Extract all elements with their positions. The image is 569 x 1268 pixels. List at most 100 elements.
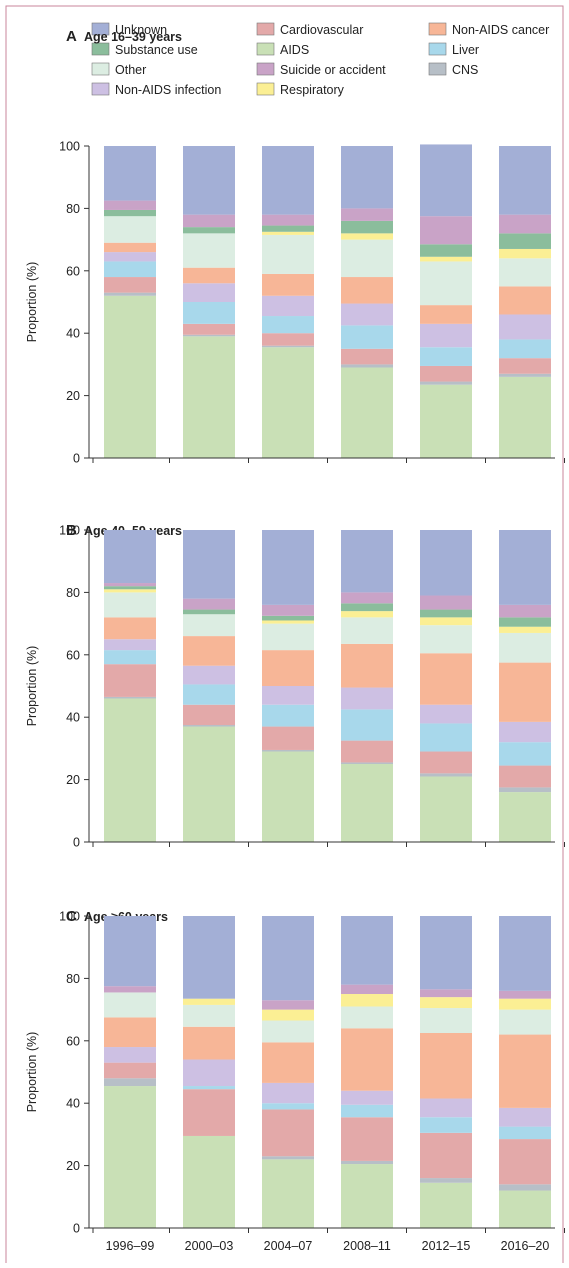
legend-label-non-aids-infection: Non-AIDS infection: [115, 83, 221, 97]
bar-segment-respiratory: [183, 998, 235, 1005]
y-tick-label: 100: [59, 140, 80, 154]
bar-segment-suicide-or-accident: [104, 200, 156, 210]
bar-segment-non-aids-cancer: [183, 267, 235, 284]
legend-label-aids: AIDS: [280, 43, 309, 57]
x-tick-label: 2004–07: [264, 1239, 313, 1253]
bar-segment-aids: [183, 336, 235, 458]
bar-segment-cardiovascular: [420, 1132, 472, 1179]
panel-letter: C: [66, 908, 77, 925]
bar-segment-aids: [262, 751, 314, 842]
bar-segment-unknown: [104, 146, 156, 201]
x-tick-label: 1996–99: [106, 1239, 155, 1253]
bar-segment-non-aids-cancer: [341, 277, 393, 304]
bar-segment-cns: [341, 1160, 393, 1165]
bar-segment-aids: [499, 1190, 551, 1228]
bar-segment-cns: [341, 364, 393, 368]
bar-segment-unknown: [341, 530, 393, 593]
bar-segment-cardiovascular: [341, 1117, 393, 1161]
bar-segment-unknown: [499, 530, 551, 605]
bar-segment-non-aids-cancer: [104, 1017, 156, 1048]
bar-segment-non-aids-infection: [499, 1107, 551, 1127]
bar-segment-substance-use: [104, 586, 156, 590]
bar-segment-substance-use: [183, 609, 235, 615]
legend-swatch-respiratory: [256, 82, 275, 96]
bar-segment-cns: [499, 1184, 551, 1191]
bar-segment-cns: [499, 373, 551, 377]
panel-letter: A: [66, 28, 77, 45]
legend-swatch-cns: [428, 62, 447, 76]
bar-segment-respiratory: [499, 248, 551, 259]
bar-segment-liver: [104, 650, 156, 665]
y-tick-label: 20: [66, 389, 80, 403]
bar-segment-aids: [104, 698, 156, 842]
y-tick-label: 80: [66, 972, 80, 986]
bar-segment-substance-use: [341, 220, 393, 234]
bar-segment-aids: [420, 1182, 472, 1228]
bar-segment-unknown: [420, 530, 472, 596]
bar-segment-other: [104, 592, 156, 618]
x-tick-label: 2016–20: [501, 1239, 550, 1253]
bar-segment-non-aids-infection: [183, 1059, 235, 1087]
bar-segment-respiratory: [262, 620, 314, 624]
bar-segment-liver: [420, 723, 472, 752]
bar-segment-other: [420, 1008, 472, 1033]
x-tick-label: 2008–11: [343, 1239, 391, 1253]
bar-segment-unknown: [341, 146, 393, 209]
bar-segment-cardiovascular: [183, 1089, 235, 1136]
bar-segment-non-aids-cancer: [499, 1034, 551, 1108]
legend-swatch-unknown: [91, 22, 110, 36]
bar-segment-other: [183, 1004, 235, 1027]
bar-segment-respiratory: [341, 994, 393, 1007]
bar-segment-other: [341, 1006, 393, 1029]
bar-segment-suicide-or-accident: [104, 583, 156, 587]
bar-segment-unknown: [262, 916, 314, 1001]
bar-segment-suicide-or-accident: [341, 984, 393, 994]
bar-segment-liver: [420, 347, 472, 366]
y-tick-label: 40: [66, 1097, 80, 1111]
legend-label-substance-use: Substance use: [115, 43, 198, 57]
bar-segment-substance-use: [420, 609, 472, 618]
bar-segment-non-aids-cancer: [499, 662, 551, 722]
bar-segment-aids: [183, 726, 235, 842]
y-tick-label: 80: [66, 202, 80, 216]
bar-segment-non-aids-infection: [183, 283, 235, 302]
bar-segment-other: [499, 632, 551, 663]
x-tick-label: 2000–03: [185, 1239, 234, 1253]
bar-segment-cardiovascular: [262, 333, 314, 346]
bar-segment-substance-use: [262, 225, 314, 232]
bar-segment-unknown: [183, 530, 235, 599]
bar-segment-non-aids-infection: [262, 1082, 314, 1104]
bar-segment-liver: [341, 325, 393, 349]
bar-segment-liver: [262, 1103, 314, 1110]
bar-segment-non-aids-infection: [499, 314, 551, 340]
bar-segment-liver: [104, 261, 156, 278]
bar-segment-unknown: [262, 530, 314, 605]
bar-segment-suicide-or-accident: [341, 592, 393, 604]
legend-label-unknown: Unknown: [115, 23, 167, 37]
bar-segment-cns: [104, 1078, 156, 1087]
bar-segment-cardiovascular: [420, 751, 472, 774]
y-tick-label: 20: [66, 773, 80, 787]
y-axis-label: Proportion (%): [25, 262, 39, 343]
legend: Unknown Cardiovascular Non-AIDS cancer Subs…: [91, 22, 549, 97]
bar-segment-liver: [183, 1086, 235, 1090]
bar-segment-cardiovascular: [499, 1139, 551, 1185]
bar-segment-non-aids-cancer: [420, 653, 472, 705]
bar-segment-cardiovascular: [499, 765, 551, 788]
bar-segment-non-aids-cancer: [420, 1033, 472, 1099]
bar-segment-other: [499, 1009, 551, 1035]
bar-segment-substance-use: [262, 615, 314, 621]
bar-segment-non-aids-infection: [262, 686, 314, 705]
bar-segment-non-aids-cancer: [262, 1042, 314, 1083]
bar-segment-other: [104, 992, 156, 1018]
bar-segment-substance-use: [183, 227, 235, 234]
bar-segment-cns: [262, 345, 314, 348]
legend-swatch-non-aids-infection: [91, 82, 110, 96]
bar-segment-aids: [420, 776, 472, 842]
y-tick-label: 40: [66, 327, 80, 341]
legend-swatch-substance-use: [91, 42, 110, 56]
bar-segment-other: [341, 239, 393, 278]
bar-segment-non-aids-infection: [104, 639, 156, 651]
